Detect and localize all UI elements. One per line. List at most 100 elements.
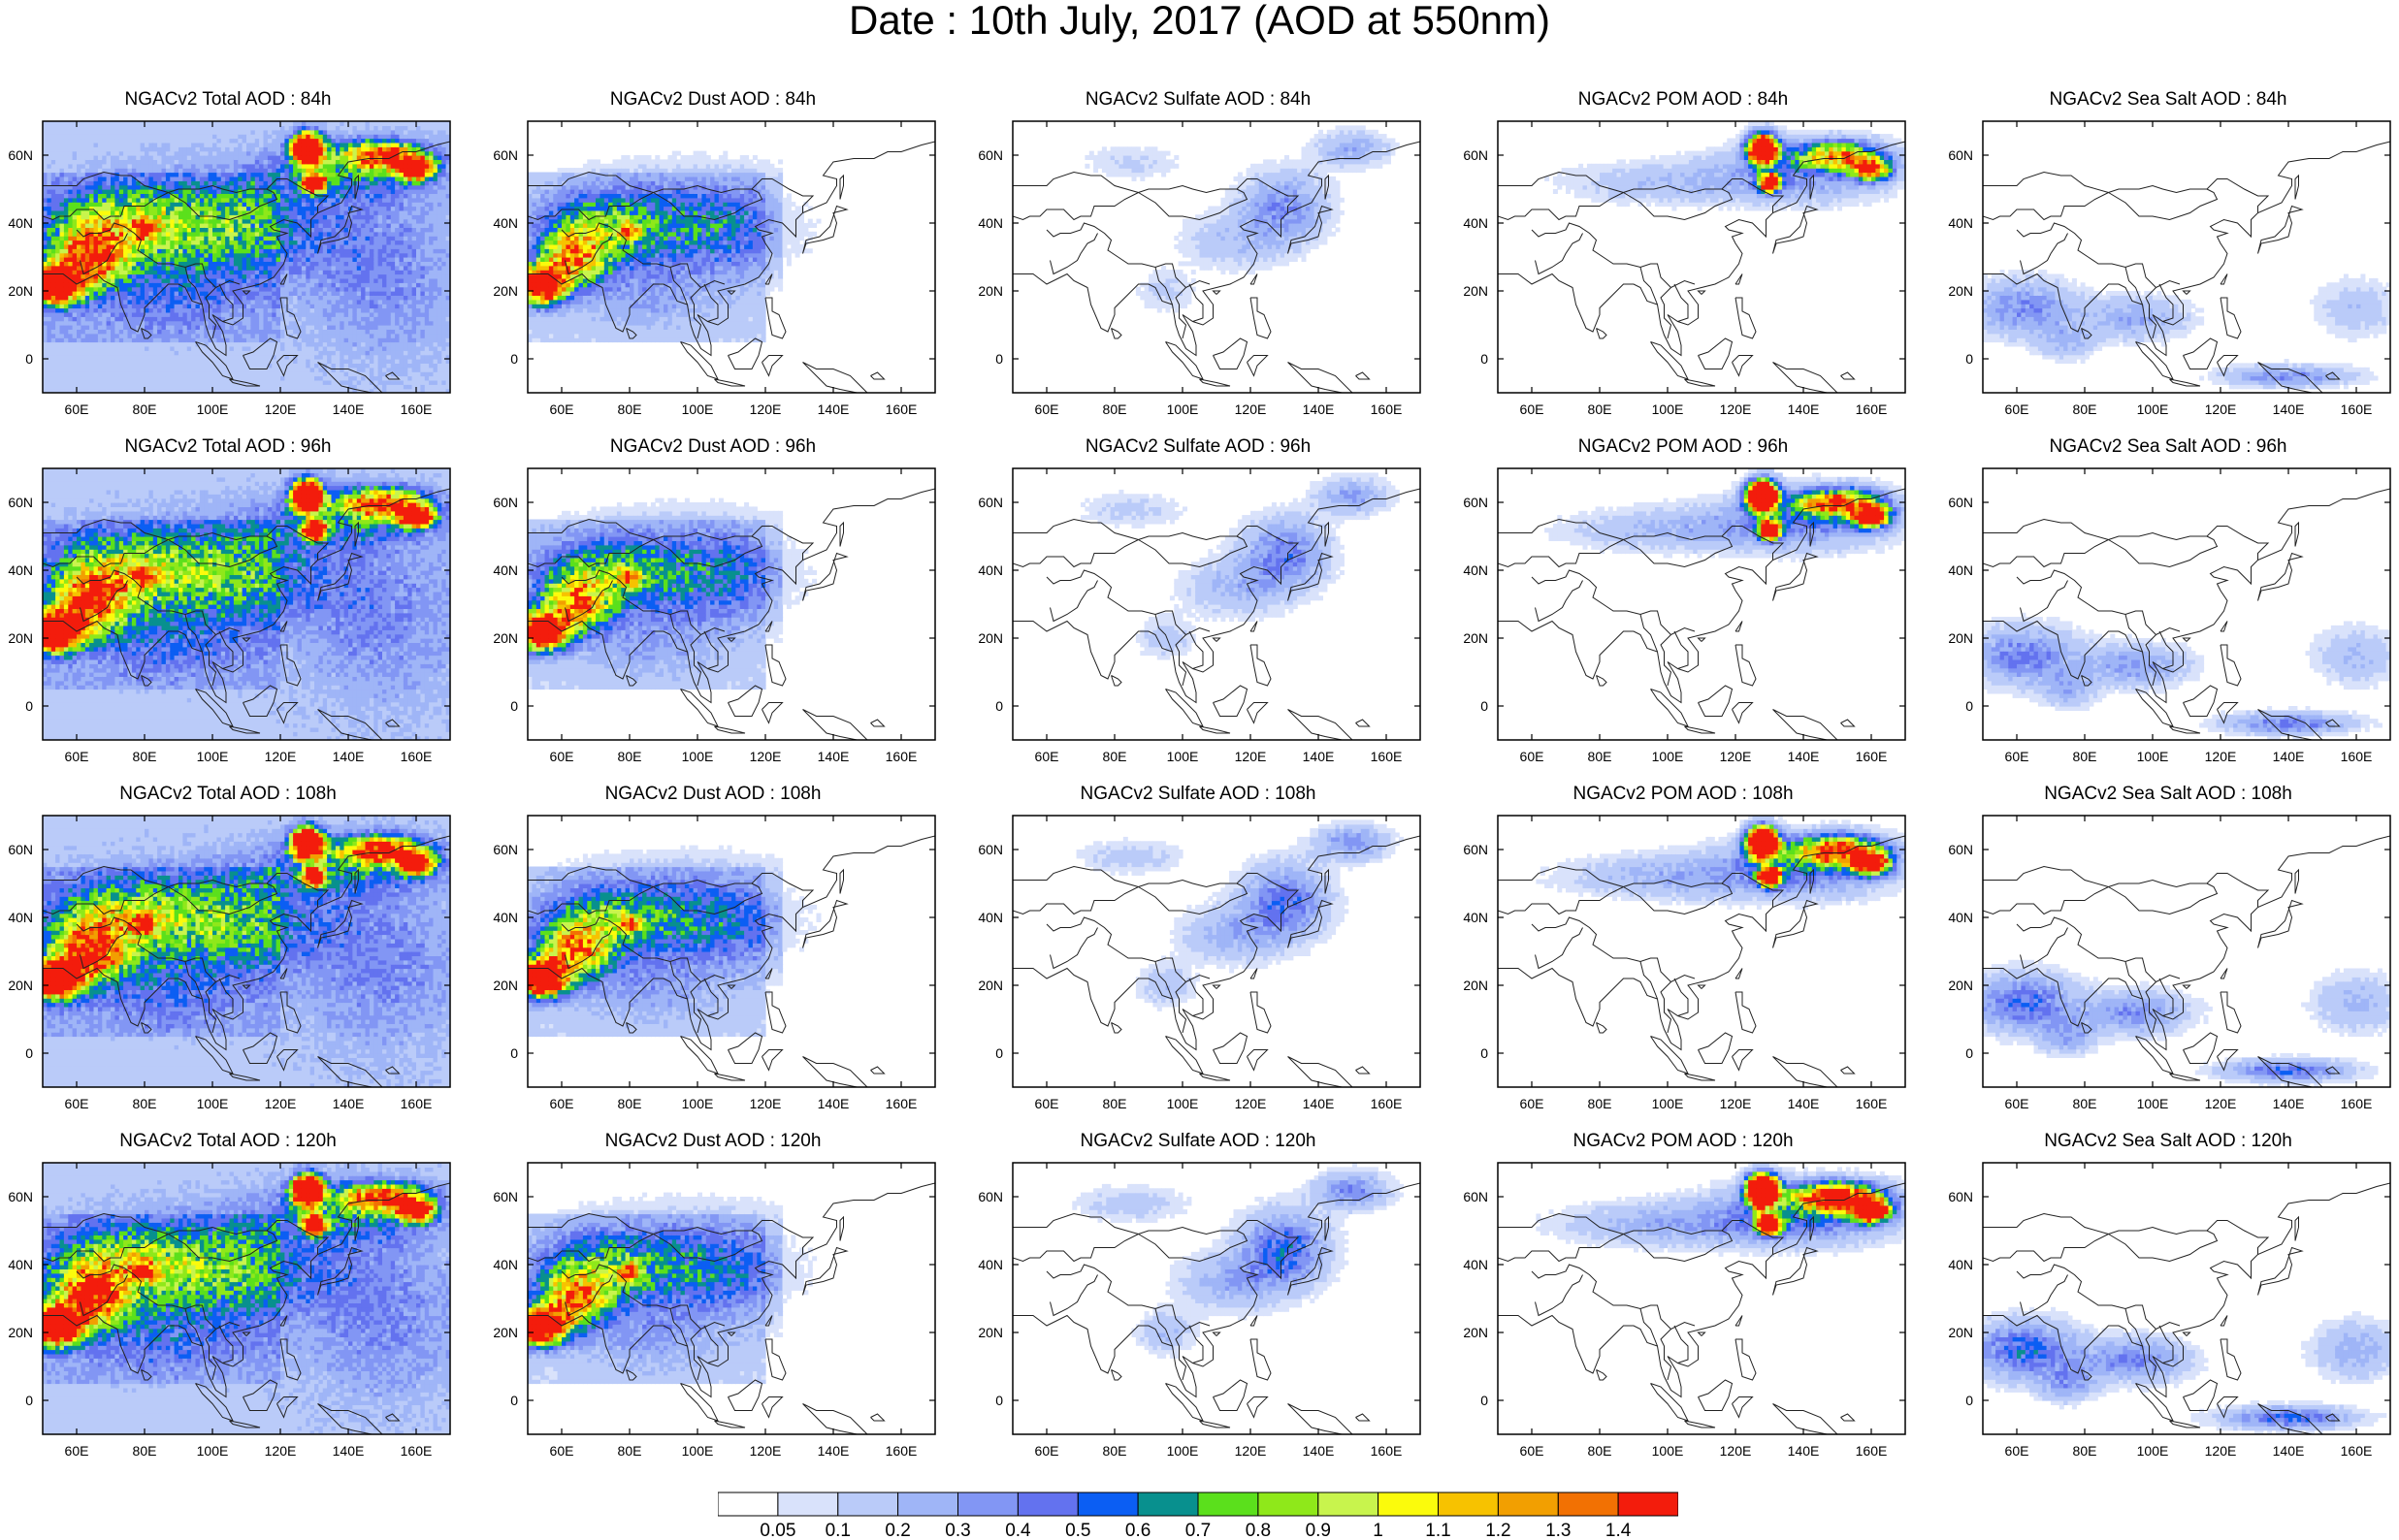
plot-frame xyxy=(1982,1162,2391,1435)
plot-frame xyxy=(1982,815,2391,1088)
colorbar-swatch xyxy=(1617,1492,1678,1517)
lon-tick-label: 100E xyxy=(1652,401,1684,417)
map-plot: 60E 80E 100E 120E 140E 160E 60N 40N 20N 0 xyxy=(1463,1162,1906,1459)
lat-tick-label: 60N xyxy=(493,147,518,163)
coastlines xyxy=(528,835,935,1087)
lat-tick-label: 0 xyxy=(995,351,1003,367)
map-plot: 60E 80E 100E 120E 140E 160E 60N 40N 20N 0 xyxy=(8,1162,451,1459)
lon-tick-label: 120E xyxy=(750,1443,782,1459)
map-panel: NGACv2 Sea Salt AOD : 84h 60E 80E 100E 120E 1… xyxy=(1940,0,2399,417)
coastlines xyxy=(1013,835,1420,1087)
coastlines xyxy=(1498,488,1905,740)
lon-tick-label: 140E xyxy=(818,1096,850,1111)
lon-tick-label: 60E xyxy=(2005,749,2029,764)
lon-tick-label: 60E xyxy=(550,1443,574,1459)
lon-tick-label: 160E xyxy=(2341,749,2373,764)
colorbar-swatch xyxy=(837,1492,899,1517)
lon-tick-label: 80E xyxy=(2073,401,2097,417)
lon-tick-label: 140E xyxy=(333,1096,365,1111)
colorbar-swatch xyxy=(1197,1492,1259,1517)
coastlines xyxy=(1983,1182,2390,1434)
aod-field xyxy=(1536,816,1905,910)
lat-tick-label: 40N xyxy=(1948,910,1973,925)
lon-tick-label: 140E xyxy=(2273,1443,2305,1459)
map-panel: NGACv2 Sulfate AOD : 108h 60E 80E 100E 120E 1… xyxy=(970,694,1455,1111)
lat-tick-label: 20N xyxy=(1463,1325,1488,1340)
lon-tick-label: 100E xyxy=(197,1096,229,1111)
lon-tick-label: 120E xyxy=(750,401,782,417)
lon-tick-label: 160E xyxy=(1371,1443,1403,1459)
lon-tick-label: 120E xyxy=(1720,1096,1752,1111)
lon-tick-label: 80E xyxy=(618,749,642,764)
lon-tick-label: 140E xyxy=(1788,1096,1820,1111)
lat-tick-label: 0 xyxy=(1480,1393,1488,1408)
lon-tick-label: 120E xyxy=(2205,401,2237,417)
map-panel: NGACv2 Dust AOD : 96h 60E 80E 100E 120E 140E 1… xyxy=(485,347,970,764)
coastlines xyxy=(1983,141,2390,393)
lat-tick-label: 40N xyxy=(1463,1257,1488,1272)
lat-tick-label: 0 xyxy=(510,351,518,367)
lon-tick-label: 100E xyxy=(197,749,229,764)
lon-tick-label: 60E xyxy=(65,1443,89,1459)
map-panel: NGACv2 Sulfate AOD : 120h 60E 80E 100E 120E 1… xyxy=(970,1042,1455,1459)
lon-tick-label: 160E xyxy=(886,401,918,417)
lat-tick-label: 20N xyxy=(8,978,33,993)
lon-tick-label: 100E xyxy=(2137,401,2169,417)
plot-frame xyxy=(527,120,936,394)
lon-tick-label: 100E xyxy=(1652,1096,1684,1111)
lat-tick-label: 60N xyxy=(8,495,33,510)
coastlines xyxy=(1498,1182,1905,1434)
lon-tick-label: 80E xyxy=(2073,749,2097,764)
lon-tick-label: 80E xyxy=(133,1443,157,1459)
lon-tick-label: 160E xyxy=(401,1096,433,1111)
lat-tick-label: 0 xyxy=(510,1393,518,1408)
coastlines xyxy=(43,488,450,740)
coastlines xyxy=(528,1182,935,1434)
lon-tick-label: 160E xyxy=(1371,401,1403,417)
plot-frame xyxy=(527,467,936,741)
lon-tick-label: 160E xyxy=(1856,401,1888,417)
lat-tick-label: 0 xyxy=(25,698,33,714)
lon-tick-label: 80E xyxy=(1588,1096,1612,1111)
map-plot: 60E 80E 100E 120E 140E 160E 60N 40N 20N 0 xyxy=(1948,120,2391,417)
colorbar-label: 1.3 xyxy=(1545,1521,1571,1540)
lat-tick-label: 0 xyxy=(995,1393,1003,1408)
map-plot: 60E 80E 100E 120E 140E 160E 60N 40N 20N 0 xyxy=(978,1162,1421,1459)
lat-tick-label: 40N xyxy=(8,910,33,925)
coastlines xyxy=(528,141,935,393)
lon-tick-label: 60E xyxy=(2005,401,2029,417)
colorbar-swatch xyxy=(718,1492,779,1517)
lon-tick-label: 100E xyxy=(2137,1443,2169,1459)
lon-tick-label: 80E xyxy=(1103,1096,1127,1111)
map-panel: NGACv2 Sea Salt AOD : 120h 60E 80E 100E 120E… xyxy=(1940,1042,2399,1459)
lat-tick-label: 20N xyxy=(978,1325,1003,1340)
lon-tick-label: 140E xyxy=(2273,749,2305,764)
map-panel: NGACv2 POM AOD : 96h 60E 80E 100E 120E 140E 16… xyxy=(1455,347,1940,764)
lat-tick-label: 60N xyxy=(1463,147,1488,163)
colorbar-label: 0.6 xyxy=(1125,1521,1151,1540)
plot-frame xyxy=(1012,815,1421,1088)
lon-tick-label: 140E xyxy=(2273,401,2305,417)
lon-tick-label: 120E xyxy=(1235,1096,1267,1111)
lon-tick-label: 120E xyxy=(1235,401,1267,417)
lat-tick-label: 60N xyxy=(8,842,33,857)
map-panel: NGACv2 POM AOD : 84h 60E 80E 100E 120E 140E 16… xyxy=(1455,0,1940,417)
panel-title: NGACv2 Sulfate AOD : 84h xyxy=(970,89,1426,111)
colorbar-label: 0.3 xyxy=(945,1521,970,1540)
aod-field xyxy=(1085,125,1400,313)
lon-tick-label: 100E xyxy=(1167,1096,1199,1111)
panel-title: NGACv2 POM AOD : 84h xyxy=(1455,89,1911,111)
coastlines xyxy=(1983,488,2390,740)
lat-tick-label: 40N xyxy=(8,562,33,578)
map-panel: NGACv2 Sulfate AOD : 84h 60E 80E 100E 120E 14… xyxy=(970,0,1455,417)
map-plot: 60E 80E 100E 120E 140E 160E 60N 40N 20N 0 xyxy=(978,120,1421,417)
lon-tick-label: 140E xyxy=(1303,1096,1335,1111)
lat-tick-label: 0 xyxy=(1480,698,1488,714)
lat-tick-label: 40N xyxy=(1948,1257,1973,1272)
lon-tick-label: 140E xyxy=(1303,401,1335,417)
aod-field xyxy=(1544,121,1905,211)
lon-tick-label: 60E xyxy=(1035,1443,1059,1459)
colorbar-swatch xyxy=(777,1492,839,1517)
lat-tick-label: 40N xyxy=(493,562,518,578)
lon-tick-label: 80E xyxy=(2073,1096,2097,1111)
